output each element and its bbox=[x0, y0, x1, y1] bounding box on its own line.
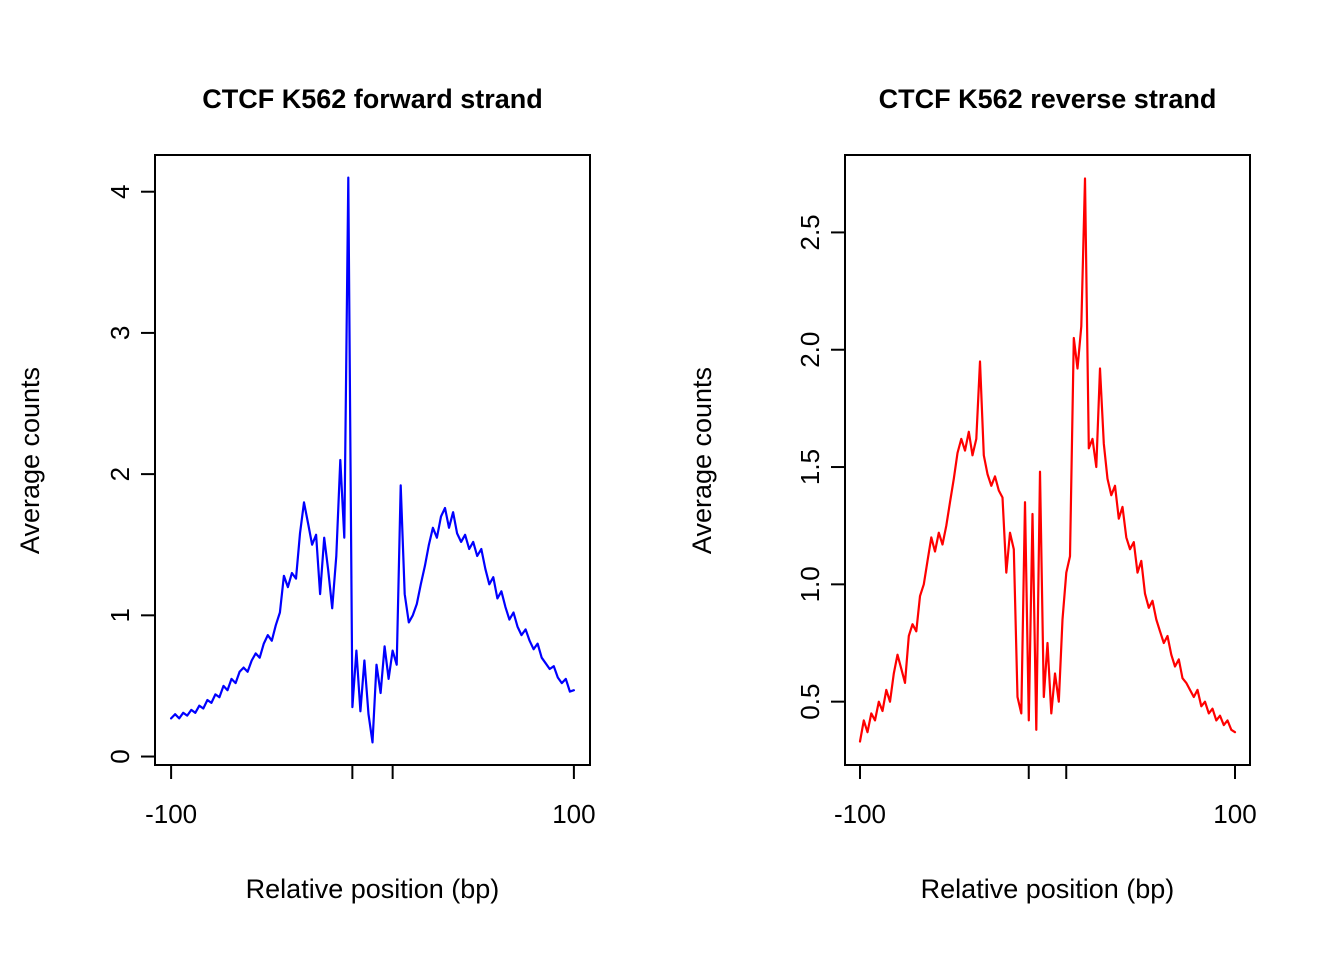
y-tick-label: 2.5 bbox=[795, 214, 825, 250]
y-tick-label: 0.5 bbox=[795, 684, 825, 720]
x-tick-label: 100 bbox=[552, 799, 595, 829]
plot-box bbox=[844, 154, 1251, 766]
y-tick-label: 2 bbox=[105, 467, 135, 481]
y-tick-label: 1.5 bbox=[795, 449, 825, 485]
x-tick-label: 100 bbox=[1213, 799, 1256, 829]
chart-title-reverse: CTCF K562 reverse strand bbox=[878, 84, 1217, 114]
y-tick-label: 3 bbox=[105, 326, 135, 340]
panel-forward-strand: CTCF K562 forward strand Average counts … bbox=[16, 84, 596, 904]
x-axis-title-forward: Relative position (bp) bbox=[245, 874, 500, 904]
data-line bbox=[170, 176, 576, 744]
x-tick-label: -100 bbox=[834, 799, 886, 829]
x-tick-label: -100 bbox=[145, 799, 197, 829]
reverse-strand-chart: -100 100 0.5 1.0 1.5 2.0 2.5 bbox=[795, 154, 1257, 829]
x-axis-title-reverse: Relative position (bp) bbox=[920, 874, 1175, 904]
data-line bbox=[858, 177, 1237, 743]
plot-box bbox=[154, 154, 591, 766]
y-tick-label: 4 bbox=[105, 184, 135, 198]
y-tick-label: 1.0 bbox=[795, 566, 825, 602]
y-tick-label: 1 bbox=[105, 608, 135, 622]
chart-title-forward: CTCF K562 forward strand bbox=[202, 84, 543, 114]
y-tick-label: 0 bbox=[105, 749, 135, 763]
y-tick-label: 2.0 bbox=[795, 332, 825, 368]
panel-reverse-strand: CTCF K562 reverse strand Average counts … bbox=[672, 0, 1344, 960]
forward-strand-chart: -100 100 0 1 2 3 4 bbox=[105, 154, 596, 829]
